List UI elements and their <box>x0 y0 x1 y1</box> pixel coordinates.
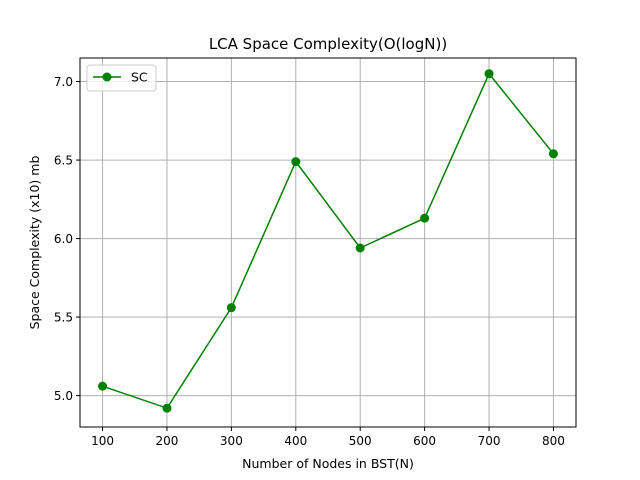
data-point <box>420 213 430 223</box>
plot-frame <box>79 57 577 428</box>
grid <box>80 58 576 427</box>
series-layer <box>98 69 558 413</box>
y-tick-label: 5.5 <box>54 311 73 325</box>
y-axis-label: Space Complexity (x10) mb <box>27 156 42 330</box>
y-tick-label: 7.0 <box>54 75 73 89</box>
x-tick-label: 400 <box>284 434 307 448</box>
chart-title: LCA Space Complexity(O(logN)) <box>209 35 447 53</box>
x-tick-label: 700 <box>478 434 501 448</box>
y-tick-label: 6.5 <box>54 154 73 168</box>
x-tick-label: 100 <box>91 434 114 448</box>
x-tick-label: 300 <box>220 434 243 448</box>
y-tick-label: 5.0 <box>54 389 73 403</box>
series-line-sc <box>102 72 555 410</box>
axes-ticks: 100 200 300 400 500 600 700 800 5.0 5.5 6.0 6.5 7.0 <box>54 75 565 448</box>
y-tick-label: 6.0 <box>54 232 73 246</box>
data-point <box>548 149 558 159</box>
legend-box <box>86 64 157 92</box>
data-point <box>291 157 301 167</box>
x-tick-label: 200 <box>156 434 179 448</box>
x-tick-label: 800 <box>542 434 565 448</box>
data-point <box>355 243 365 253</box>
data-point <box>484 69 494 79</box>
x-tick-label: 600 <box>413 434 436 448</box>
data-point <box>162 403 172 413</box>
x-tick-label: 500 <box>349 434 372 448</box>
data-point <box>98 381 108 391</box>
x-axis-label: Number of Nodes in BST(N) <box>242 456 414 471</box>
data-point <box>226 303 236 313</box>
legend-label-sc: SC <box>131 70 148 85</box>
legend: SC <box>86 64 157 92</box>
legend-marker-sc <box>102 72 112 82</box>
